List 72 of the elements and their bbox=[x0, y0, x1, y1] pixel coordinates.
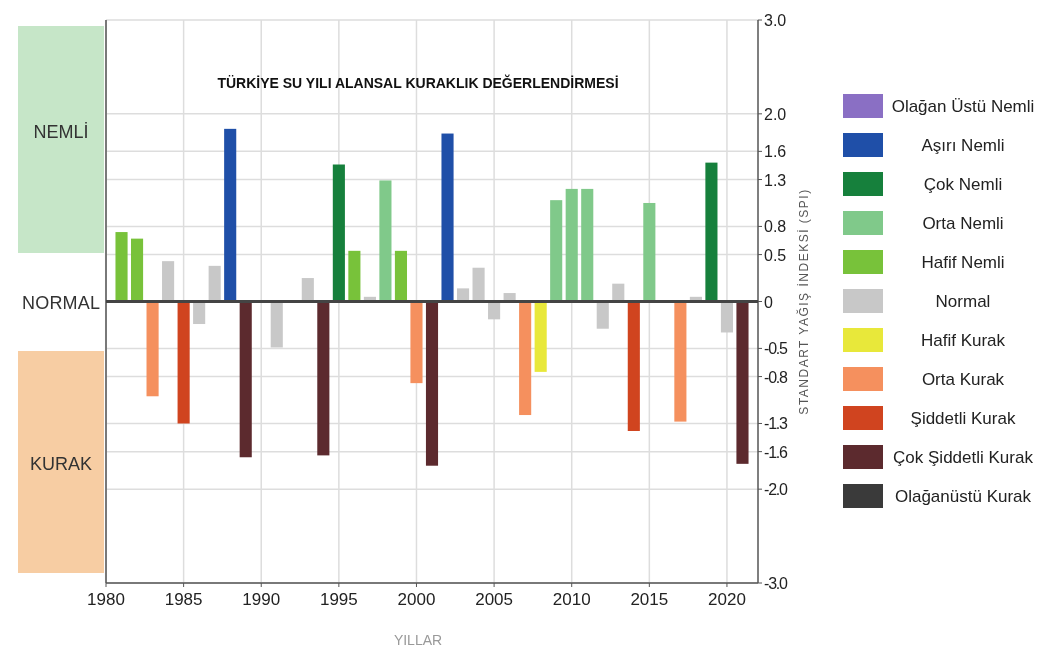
x-tick-label: 2005 bbox=[475, 590, 514, 609]
y-tick-label: 0 bbox=[764, 293, 773, 311]
bar bbox=[565, 188, 578, 302]
bar bbox=[736, 301, 749, 464]
bar bbox=[301, 278, 314, 302]
bar bbox=[674, 301, 687, 422]
legend-label: Hafif Nemli bbox=[921, 253, 1005, 272]
y-tick-label: -0.8 bbox=[764, 368, 789, 386]
bar bbox=[534, 301, 547, 372]
x-axis-title: YILLAR bbox=[393, 632, 443, 648]
bar bbox=[441, 133, 454, 302]
text: Normal bbox=[935, 292, 991, 311]
y-tick-label: 1.6 bbox=[764, 143, 787, 161]
bar bbox=[162, 261, 175, 302]
bar bbox=[193, 301, 206, 325]
bar bbox=[317, 301, 330, 456]
text: KURAK bbox=[29, 454, 93, 474]
bar bbox=[208, 265, 221, 302]
y-tick-label: 3.0 bbox=[764, 12, 787, 29]
legend-label: Orta Kurak bbox=[921, 370, 1005, 389]
x-tick-label: 2020 bbox=[708, 590, 746, 609]
legend-label: Orta Nemli bbox=[922, 214, 1004, 233]
bar bbox=[627, 301, 640, 431]
y-tick-label: -1.3 bbox=[764, 415, 789, 433]
bar bbox=[410, 301, 423, 384]
y-axis-title: STANDART YAĞIŞ İNDEKSİ (SPI) bbox=[796, 188, 811, 415]
x-tick-label: 2010 bbox=[552, 590, 591, 609]
bar bbox=[705, 162, 718, 302]
y-tick-label: -3.0 bbox=[764, 575, 789, 592]
bar bbox=[115, 232, 128, 302]
bar bbox=[550, 200, 563, 302]
text: NEMLİ bbox=[33, 122, 89, 142]
bar bbox=[348, 250, 361, 302]
bar bbox=[720, 301, 734, 333]
y-tick-label: -0.5 bbox=[764, 340, 789, 358]
bar bbox=[581, 188, 594, 302]
bar bbox=[519, 301, 532, 416]
x-tick-label: 1980 bbox=[87, 590, 125, 609]
x-tick-label: 1995 bbox=[319, 590, 358, 609]
bar bbox=[596, 301, 609, 329]
legend-label: Şiddetli Kurak bbox=[910, 409, 1016, 428]
y-tick-label: 0.8 bbox=[764, 218, 787, 236]
bar bbox=[472, 267, 485, 302]
bar bbox=[224, 128, 237, 302]
y-tick-label: -2.0 bbox=[764, 481, 789, 499]
bar bbox=[239, 301, 252, 458]
legend-label: Hafif Kurak bbox=[920, 331, 1006, 350]
bar bbox=[425, 301, 439, 466]
bar bbox=[379, 180, 392, 302]
legend-label: Çok Şiddetli Kurak bbox=[893, 448, 1034, 467]
bar bbox=[146, 301, 159, 397]
y-tick-label: -1.6 bbox=[764, 443, 789, 461]
legend-label: Aşırı Nemli bbox=[921, 136, 1005, 155]
bar bbox=[177, 301, 190, 424]
x-tick-label: 1985 bbox=[164, 590, 203, 609]
bar bbox=[394, 250, 408, 302]
x-tick-label: 1990 bbox=[242, 590, 281, 609]
text: TÜRKİYE SU YILI ALANSAL KURAKLIK DEĞERLENDİRMESİ bbox=[217, 74, 619, 91]
x-tick-label: 2015 bbox=[630, 590, 669, 609]
legend-label: Olağan Üstü Nemli bbox=[891, 97, 1035, 116]
bar bbox=[332, 164, 345, 302]
bar bbox=[130, 238, 144, 302]
bar bbox=[643, 202, 656, 302]
legend-label: Çok Nemli bbox=[923, 175, 1003, 194]
bar bbox=[456, 288, 470, 302]
y-tick-label: 0.5 bbox=[764, 246, 787, 264]
bar bbox=[270, 301, 283, 348]
y-tick-label: 1.3 bbox=[764, 171, 787, 189]
y-tick-label: 2.0 bbox=[764, 105, 787, 123]
x-tick-label: 2000 bbox=[397, 590, 436, 609]
legend-label: Olağanüstü Kurak bbox=[894, 487, 1032, 506]
text: NORMAL bbox=[22, 293, 100, 313]
